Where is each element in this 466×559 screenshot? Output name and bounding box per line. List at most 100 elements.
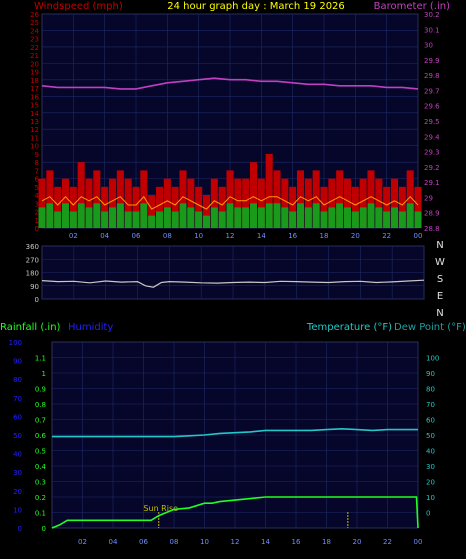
rain-temp-panel: 0 0.1 0.2 0.3 0.4 0.5 0.6 0.7 0.8 0.9 1 1.1 0 10 20 30 4… bbox=[9, 339, 440, 546]
wind-average-bar bbox=[390, 207, 399, 228]
humidity-tick-label: 0 bbox=[18, 525, 22, 533]
rainfall-line bbox=[51, 496, 419, 529]
wind-average-bar bbox=[85, 207, 93, 228]
direction-tick-label: 270 bbox=[26, 256, 39, 264]
wind-gust-bar bbox=[38, 178, 46, 228]
windspeed-tick-label: 24 bbox=[30, 27, 39, 35]
temperature-tick-label: 80 bbox=[426, 386, 435, 394]
humidity-tick-label: 20 bbox=[13, 488, 22, 496]
rainfall-tick-label: 0.2 bbox=[35, 494, 46, 502]
wind-average-bar bbox=[257, 207, 265, 228]
windspeed-tick-label: 1 bbox=[35, 217, 39, 225]
temperature-tick-label: 50 bbox=[426, 432, 435, 440]
wind-gust-bar bbox=[343, 178, 352, 228]
humidity-tick-label: 30 bbox=[13, 469, 22, 477]
wind-gust-bar bbox=[218, 186, 226, 228]
wind-gust-bar bbox=[179, 170, 187, 228]
barometer-tick-label: 30.2 bbox=[424, 11, 440, 19]
temperature-tick-label: 10 bbox=[426, 494, 435, 502]
wind-gust-bar bbox=[171, 186, 179, 228]
wind-average-bar bbox=[195, 211, 203, 228]
wind-average-bar bbox=[187, 207, 195, 228]
temperature-tick-label: 30 bbox=[426, 463, 435, 471]
wind-gust-bar bbox=[155, 186, 164, 228]
humidity-tick-label: 100 bbox=[9, 339, 22, 347]
x-tick-label: 14 bbox=[257, 232, 266, 240]
x-tick-label: 12 bbox=[231, 538, 240, 546]
temperature-tick-label: 100 bbox=[426, 355, 439, 363]
rainfall-tick-label: 0.6 bbox=[35, 432, 47, 440]
direction-line bbox=[41, 279, 425, 288]
humidity-tick-label: 60 bbox=[13, 413, 22, 421]
rainfall-tick-label: 0.9 bbox=[35, 386, 46, 394]
wind-average-bar bbox=[93, 203, 101, 228]
windspeed-tick-label: 23 bbox=[30, 36, 39, 44]
temperature-tick-label: 0 bbox=[426, 510, 430, 518]
wind-gust-bar bbox=[351, 186, 359, 228]
wind-average-bar bbox=[375, 207, 383, 228]
rainfall-tick-label: 0.1 bbox=[35, 510, 46, 518]
x-tick-label: 18 bbox=[320, 232, 329, 240]
barometer-tick-label: 30 bbox=[424, 42, 433, 50]
wind-average-bar bbox=[304, 207, 312, 228]
windspeed-tick-label: 13 bbox=[30, 118, 39, 126]
sun-rise-label: Sun Rise bbox=[143, 504, 178, 513]
x-tick-label: 12 bbox=[226, 232, 235, 240]
wind-average-bar bbox=[46, 203, 54, 228]
rainfall-tick-label: 1.1 bbox=[35, 355, 46, 363]
wind-average-bar bbox=[273, 203, 281, 228]
temperature-tick-label: 90 bbox=[426, 370, 435, 378]
wind-gust-bar bbox=[383, 186, 391, 228]
temperature-tick-label: 40 bbox=[426, 448, 435, 456]
compass-label: E bbox=[437, 291, 443, 302]
x-tick-label: 04 bbox=[109, 538, 118, 546]
humidity-tick-label: 90 bbox=[13, 358, 22, 366]
wind-gust-bar bbox=[202, 195, 211, 228]
wind-gust-bar bbox=[124, 178, 132, 228]
wind-average-bar bbox=[281, 207, 289, 228]
windspeed-tick-label: 2 bbox=[35, 209, 39, 217]
x-tick-label: 02 bbox=[78, 538, 87, 546]
compass-label: N bbox=[436, 240, 443, 251]
wind-average-bar bbox=[265, 203, 273, 228]
x-tick-label: 08 bbox=[163, 232, 172, 240]
humidity-tick-label: 10 bbox=[13, 506, 22, 514]
windspeed-tick-label: 5 bbox=[35, 184, 39, 192]
wind-gust-bar bbox=[116, 170, 124, 228]
barometer-tick-label: 30.1 bbox=[424, 26, 440, 34]
x-tick-label: 08 bbox=[170, 538, 179, 546]
humidity-tick-label: 70 bbox=[13, 395, 22, 403]
wind-gust-bar bbox=[163, 178, 171, 228]
wind-gust-bar bbox=[210, 178, 218, 228]
barometer-tick-label: 29.4 bbox=[424, 133, 440, 141]
windspeed-tick-label: 20 bbox=[30, 60, 39, 68]
wind-average-bar bbox=[38, 207, 46, 228]
wind-average-bar bbox=[328, 207, 336, 228]
windspeed-tick-label: 14 bbox=[30, 110, 39, 118]
rainfall-tick-label: 1 bbox=[42, 370, 46, 378]
x-tick-label: 20 bbox=[353, 538, 362, 546]
x-tick-label: 04 bbox=[100, 232, 109, 240]
rainfall-tick-label: 0 bbox=[42, 525, 46, 533]
wind-barometer-panel: 0123456789101112131415161718192021222324… bbox=[30, 11, 440, 240]
windspeed-tick-label: 19 bbox=[30, 69, 39, 77]
barometer-line bbox=[41, 77, 419, 90]
wind-average-bar bbox=[289, 211, 297, 228]
wind-gust-bar bbox=[375, 178, 383, 228]
windspeed-tick-label: 25 bbox=[30, 19, 39, 27]
windspeed-tick-label: 22 bbox=[30, 44, 39, 52]
wind-gust-bar bbox=[108, 178, 117, 228]
chart-title: 24 hour graph day : March 19 2026 bbox=[167, 1, 345, 12]
wind-gust-bar bbox=[414, 186, 422, 228]
barometer-tick-label: 29.3 bbox=[424, 149, 440, 157]
wind-average-bar bbox=[69, 211, 77, 228]
wind-gust-bar bbox=[312, 170, 320, 228]
barometer-tick-label: 29.2 bbox=[424, 164, 440, 172]
x-tick-label: 10 bbox=[200, 538, 209, 546]
direction-tick-label: 90 bbox=[30, 283, 39, 291]
windspeed-tick-label: 7 bbox=[35, 167, 39, 175]
wind-gust-bar bbox=[77, 162, 85, 228]
compass-label: W bbox=[435, 257, 445, 268]
